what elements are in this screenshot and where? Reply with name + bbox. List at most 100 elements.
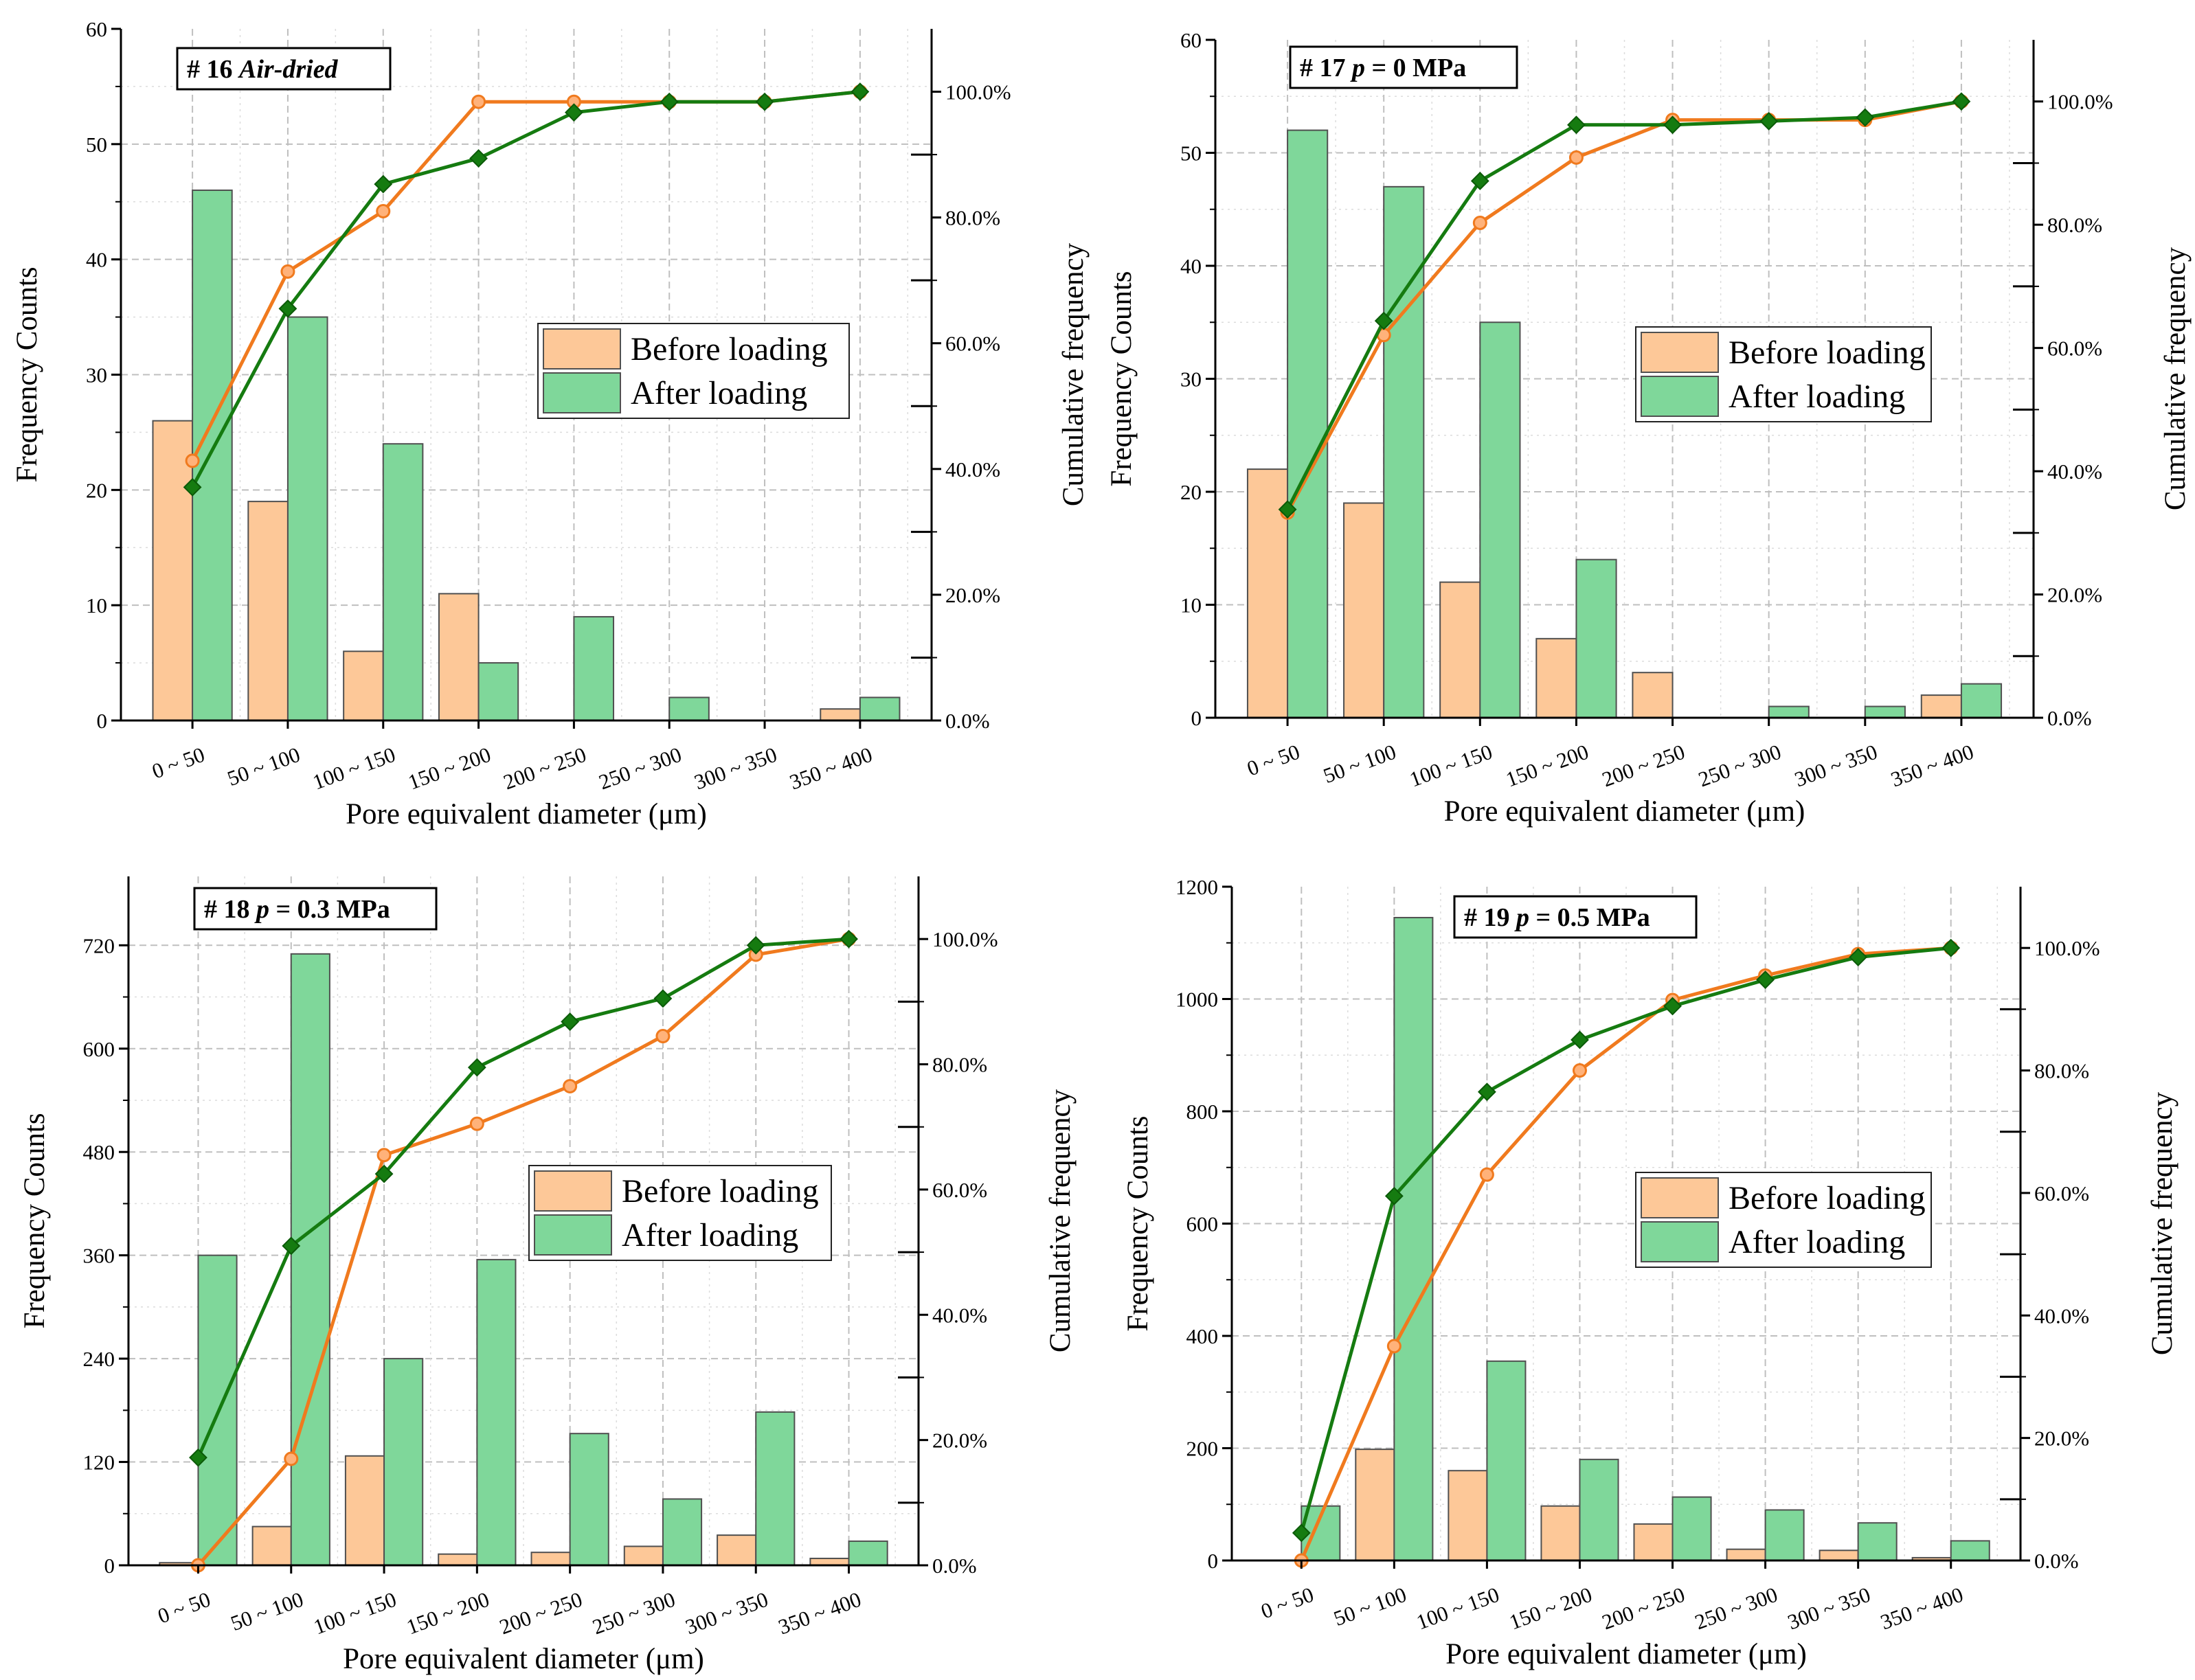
bar-after-loading: [476, 1258, 517, 1566]
cumulative-line-after: [1299, 946, 1951, 1534]
y-tick-label: 720: [83, 933, 115, 957]
y2-tick-label: 60.0%: [932, 1178, 987, 1202]
y-tick-label: 120: [83, 1451, 115, 1475]
bars: [1301, 916, 1990, 1562]
bar-after-loading: [383, 1358, 424, 1566]
cumulative-point-before: [469, 1116, 484, 1131]
y2-tick-label: 20.0%: [2034, 1427, 2089, 1451]
panel-tag: # 19 p = 0.5 MPa: [1453, 895, 1698, 939]
y2-tick-label: 60.0%: [2047, 337, 2102, 361]
legend-label-after: After loading: [1729, 378, 1905, 415]
legend-label-before: Before loading: [622, 1173, 819, 1210]
y-tick-label: 200: [1186, 1437, 1219, 1461]
cumulative-point-after: [1952, 92, 1971, 111]
cumulative-line-after: [1285, 100, 1962, 510]
bar-before-loading: [1535, 637, 1577, 718]
bar-before-loading: [1439, 581, 1481, 718]
panel-tag: # 18 p = 0.3 MPa: [193, 887, 438, 931]
cumulative-point-after: [851, 82, 870, 101]
y-tick-label: 30: [86, 363, 107, 387]
y-tick-label: 600: [1186, 1212, 1219, 1236]
cumulative-line-after: [190, 90, 861, 488]
legend: Before loading After loading: [1635, 1172, 1932, 1268]
y2-tick-label: 40.0%: [2047, 459, 2102, 484]
panel-tag-condition: Air-dried: [238, 55, 339, 84]
y-tick-label: 20: [1180, 480, 1202, 504]
x-tick-label: 50 ~ 100: [1331, 1582, 1410, 1631]
legend-swatch-after: [1641, 1221, 1719, 1262]
panel-tag-box: [1453, 895, 1698, 939]
bar-before-loading: [438, 593, 480, 722]
x-tick-label: 0 ~ 50: [1258, 1582, 1317, 1624]
cumulative-point-after: [1856, 108, 1875, 127]
y-axis-title-right: Cumulative frequency: [2159, 247, 2192, 510]
bar-before-loading: [530, 1552, 571, 1567]
cumulative-point-after: [653, 989, 673, 1008]
legend-swatch-before: [1641, 332, 1719, 373]
cumulative-point-before: [376, 203, 391, 218]
legend: Before loading After loading: [528, 1165, 832, 1261]
cumulative-point-after: [1374, 311, 1393, 330]
x-tick-label: 200 ~ 250: [1599, 740, 1688, 792]
cumulative-point-before: [563, 1078, 578, 1093]
bar-before-loading: [152, 420, 194, 722]
bar-before-loading: [1633, 1523, 1674, 1562]
y-tick-label: 800: [1186, 1100, 1219, 1124]
cumulative-point-after: [469, 149, 488, 168]
panel-p17: 0 10 20 30 40 50 60 0.0% 20.0% 40.0% 60.0% 80.0% 100…: [1105, 28, 2192, 828]
x-axis-title: Pore equivalent diameter (μm): [343, 1643, 704, 1675]
bar-after-loading: [1857, 1522, 1898, 1562]
bar-before-loading: [1355, 1449, 1395, 1562]
bar-after-loading: [286, 316, 328, 722]
y-tick-label: 40: [86, 248, 107, 272]
cumulative-point-before: [376, 1148, 392, 1163]
cumulative-point-before: [1386, 1339, 1402, 1354]
y-tick-label: 1000: [1175, 988, 1218, 1012]
y-tick-label: 360: [83, 1244, 115, 1268]
bar-before-loading: [1726, 1548, 1766, 1561]
x-tick-label: 300 ~ 350: [691, 742, 780, 795]
y-tick-label: 600: [83, 1037, 115, 1061]
legend-label-after: After loading: [631, 375, 807, 411]
x-tick-label: 50 ~ 100: [227, 1587, 306, 1635]
cumulative-lines: [183, 82, 870, 497]
cumulative-line-before: [1300, 946, 1951, 1561]
cumulative-line-after: [196, 937, 849, 1459]
bar-after-loading: [1287, 129, 1329, 719]
legend: Before loading After loading: [537, 323, 850, 419]
bar-after-loading: [569, 1433, 609, 1567]
panel-tag-number: # 16: [187, 55, 239, 84]
cumulative-point-after: [1759, 112, 1779, 130]
y2-tick-label: 0.0%: [945, 709, 990, 733]
bar-after-loading: [1764, 1509, 1805, 1562]
x-tick-label: 150 ~ 200: [1502, 740, 1592, 792]
cumulative-point-after: [1663, 115, 1682, 135]
bar-after-loading: [1960, 683, 2003, 719]
x-tick-label: 300 ~ 350: [1784, 1582, 1873, 1635]
cumulative-point-after: [1849, 948, 1868, 966]
bar-after-loading: [290, 953, 330, 1566]
y-tick-label: 0: [97, 709, 108, 733]
legend-label-after: After loading: [1729, 1224, 1905, 1260]
cumulative-point-before: [1472, 215, 1487, 230]
bar-after-loading: [1486, 1360, 1527, 1561]
cumulative-point-before: [1572, 1063, 1587, 1078]
bar-before-loading: [1343, 502, 1385, 718]
y-tick-label: 480: [83, 1140, 115, 1164]
x-tick-label: 100 ~ 150: [1406, 740, 1496, 792]
x-tick-label: 250 ~ 300: [589, 1587, 679, 1639]
x-tick-label: 250 ~ 300: [1691, 1582, 1781, 1635]
panel-tag-box: [193, 887, 438, 931]
cumulative-point-before: [655, 1029, 671, 1044]
y-tick-label: 0: [1191, 706, 1202, 730]
cumulative-point-after: [1477, 1082, 1496, 1102]
cumulative-lines: [1292, 938, 1961, 1568]
bar-after-loading: [755, 1411, 796, 1567]
panel-tag-number: # 17: [1300, 54, 1352, 82]
cumulative-point-after: [282, 1236, 301, 1256]
legend-swatch-before: [543, 328, 621, 370]
panel-tag-box: [176, 47, 392, 91]
y-axis-title-left: Frequency Counts: [1122, 1115, 1154, 1331]
y2-tick-label: 80.0%: [2047, 213, 2102, 237]
